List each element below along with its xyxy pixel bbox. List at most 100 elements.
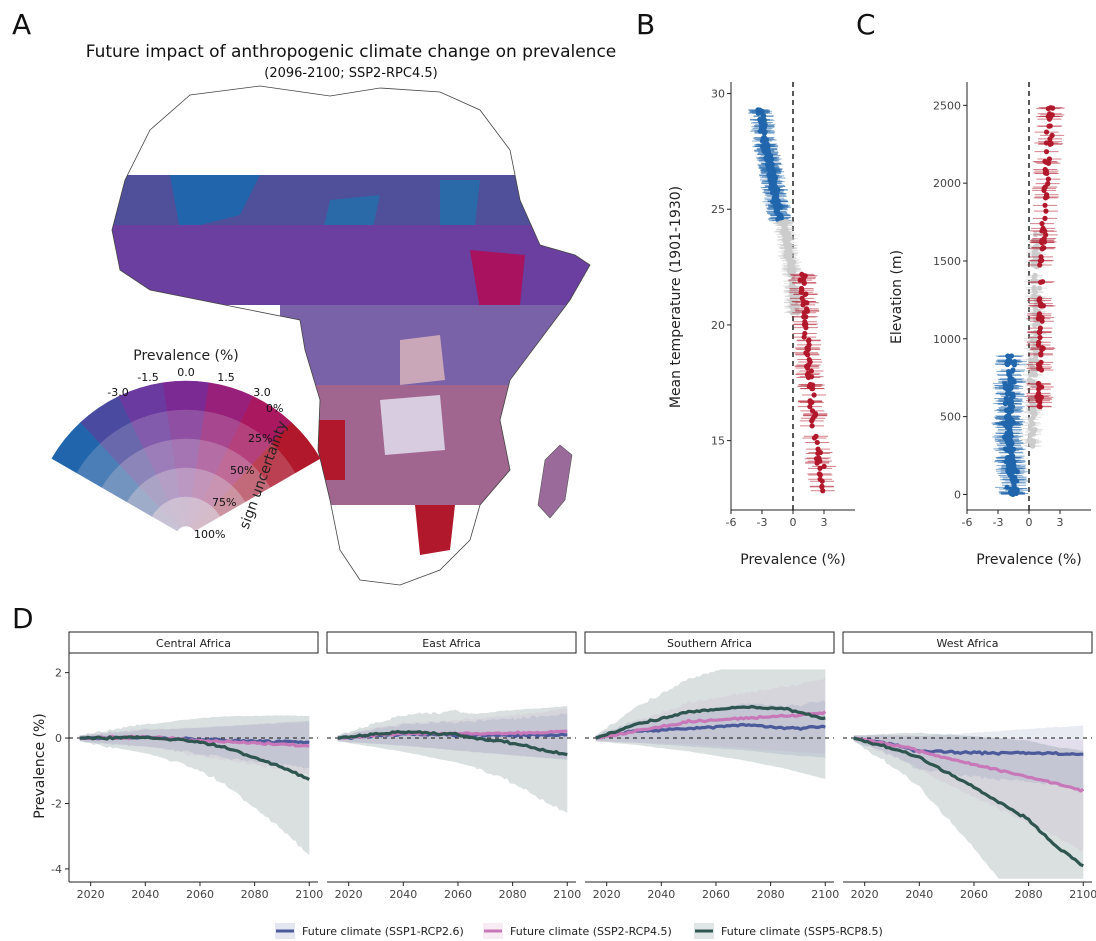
uncertainty-ribbon <box>595 700 826 758</box>
data-point <box>797 277 803 283</box>
data-point <box>761 135 767 141</box>
x-tick-label: 2060 <box>960 888 988 901</box>
data-point <box>1035 316 1041 322</box>
uncertainty-ribbon <box>595 676 826 754</box>
data-point <box>1030 293 1036 299</box>
x-tick-label: 0 <box>790 516 797 529</box>
data-point <box>808 374 815 380</box>
facet-strip-label: Central Africa <box>156 637 231 650</box>
wheel-uncertainty-tick: 0% <box>266 402 283 415</box>
map-light-region <box>380 395 445 455</box>
data-point <box>1030 438 1037 444</box>
y-tick-label: 500 <box>940 411 961 424</box>
data-point <box>1002 381 1008 387</box>
data-point <box>1002 421 1008 428</box>
data-point <box>1009 440 1015 447</box>
data-point <box>775 202 781 208</box>
panel-b-ylabel: Mean temperature (1901-1930) <box>668 186 684 408</box>
data-point <box>1004 457 1010 464</box>
data-point <box>816 455 822 461</box>
data-point <box>1043 232 1049 238</box>
panel-d-plot: Central Africa 2020 2040 2060 2080 2100 -4 -2 0 2… <box>51 631 1096 901</box>
wheel-uncertainty-tick: 75% <box>212 496 236 509</box>
x-tick-label: 0 <box>1026 516 1033 529</box>
wheel-uncertainty-tick: 50% <box>230 464 254 477</box>
data-point <box>1036 329 1043 335</box>
facet-strip-label: Southern Africa <box>667 637 752 650</box>
x-tick-label: 2100 <box>553 888 581 901</box>
data-point <box>1040 303 1047 309</box>
data-point <box>802 319 808 325</box>
y-tick-label: 2500 <box>933 99 961 112</box>
legend-label: Future climate (SSP5-RCP8.5) <box>721 925 883 938</box>
data-point <box>1007 353 1013 360</box>
facet-strip <box>842 631 1093 654</box>
x-tick-label: 2080 <box>757 888 785 901</box>
data-point <box>1043 149 1050 155</box>
data-point <box>1043 208 1049 214</box>
data-point <box>819 478 825 484</box>
data-point <box>1038 352 1044 358</box>
data-point <box>1032 289 1038 295</box>
data-point <box>807 359 813 365</box>
data-point <box>1042 202 1048 208</box>
wheel-prevalence-tick: 0.0 <box>177 366 195 379</box>
y-tick-label: 30 <box>711 88 725 101</box>
data-point <box>779 229 785 235</box>
data-point <box>764 141 770 147</box>
data-point <box>1045 160 1052 166</box>
x-tick-label: 2100 <box>295 888 323 901</box>
uncertainty-ribbon <box>595 669 826 779</box>
data-point <box>1040 237 1046 243</box>
y-tick-label: 0 <box>55 732 62 745</box>
data-point <box>789 281 796 287</box>
wheel-prevalence-tick: -3.0 <box>107 386 128 399</box>
facet-strip <box>584 631 835 654</box>
legend-label: Future climate (SSP2-RCP4.5) <box>510 925 672 938</box>
x-tick-label: 2060 <box>444 888 472 901</box>
data-point <box>1029 443 1035 449</box>
data-point <box>1040 279 1046 285</box>
facet-strip-label: West Africa <box>937 637 999 650</box>
series-line <box>79 735 310 781</box>
data-point <box>1043 140 1049 146</box>
data-point <box>1037 262 1043 268</box>
data-point <box>783 237 789 243</box>
data-point <box>1010 367 1016 373</box>
data-point <box>787 250 793 256</box>
wheel-cell <box>192 507 221 532</box>
wheel-cell <box>171 438 201 470</box>
map-blue-region <box>170 175 260 230</box>
y-tick-label: -4 <box>51 863 62 876</box>
data-point <box>1027 361 1033 367</box>
data-point <box>761 130 768 136</box>
data-point <box>1030 431 1036 437</box>
data-point <box>806 342 812 348</box>
facet-strip <box>326 631 577 654</box>
x-tick-label: 2100 <box>811 888 839 901</box>
data-point <box>758 120 764 126</box>
data-point <box>1037 334 1043 341</box>
color-wheel-legend <box>51 380 321 532</box>
data-point <box>1043 129 1050 135</box>
x-tick-label: 2020 <box>593 888 621 901</box>
data-point <box>1039 221 1045 227</box>
x-tick-label: 2040 <box>905 888 933 901</box>
map-outline <box>111 85 591 586</box>
panel-b-xlabel: Prevalence (%) <box>740 552 846 568</box>
data-point <box>1031 249 1038 255</box>
series-line <box>853 736 1085 793</box>
data-point <box>1039 318 1045 324</box>
data-point <box>1010 465 1016 472</box>
data-point <box>816 471 822 477</box>
data-point <box>812 411 819 417</box>
y-tick-label: 1000 <box>933 333 961 346</box>
wheel-uncertainty-tick: 25% <box>248 432 272 445</box>
map-blue-region-3 <box>440 180 480 225</box>
data-point <box>1007 419 1013 425</box>
data-point <box>776 215 782 221</box>
data-point <box>1037 404 1043 410</box>
data-point <box>803 325 809 331</box>
data-point <box>815 446 821 452</box>
data-point <box>804 365 811 371</box>
